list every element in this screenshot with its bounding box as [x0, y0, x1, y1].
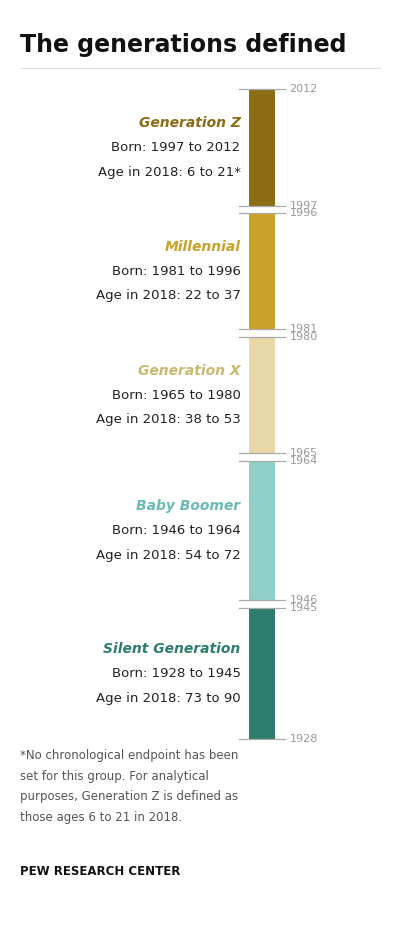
Text: Age in 2018: 22 to 37: Age in 2018: 22 to 37 — [96, 289, 241, 302]
Text: 2012: 2012 — [290, 85, 318, 94]
Text: Born: 1946 to 1964: Born: 1946 to 1964 — [112, 524, 241, 537]
Text: purposes, Generation Z is defined as: purposes, Generation Z is defined as — [20, 790, 238, 804]
Text: Generation X: Generation X — [138, 364, 241, 378]
Text: Born: 1965 to 1980: Born: 1965 to 1980 — [112, 389, 241, 401]
Text: 1981: 1981 — [290, 324, 318, 334]
Text: Baby Boomer: Baby Boomer — [136, 499, 241, 513]
Text: 1964: 1964 — [290, 456, 318, 466]
Text: Age in 2018: 54 to 72: Age in 2018: 54 to 72 — [96, 548, 241, 561]
Text: 1997: 1997 — [290, 201, 318, 211]
Text: PEW RESEARCH CENTER: PEW RESEARCH CENTER — [20, 865, 180, 878]
Text: Age in 2018: 6 to 21*: Age in 2018: 6 to 21* — [97, 166, 241, 179]
Text: 1980: 1980 — [290, 333, 318, 342]
Text: 1945: 1945 — [290, 603, 318, 613]
Text: The generations defined: The generations defined — [20, 33, 346, 57]
Text: 1928: 1928 — [290, 735, 318, 744]
Text: Generation Z: Generation Z — [139, 116, 241, 130]
Text: 1946: 1946 — [290, 595, 318, 605]
Text: set for this group. For analytical: set for this group. For analytical — [20, 770, 209, 783]
Text: Silent Generation: Silent Generation — [103, 642, 241, 657]
Text: Born: 1928 to 1945: Born: 1928 to 1945 — [111, 667, 241, 680]
Text: those ages 6 to 21 in 2018.: those ages 6 to 21 in 2018. — [20, 811, 182, 824]
Text: Millennial: Millennial — [164, 240, 241, 253]
Text: 1965: 1965 — [290, 448, 318, 458]
Text: 1996: 1996 — [290, 208, 318, 219]
Text: Age in 2018: 38 to 53: Age in 2018: 38 to 53 — [96, 414, 241, 426]
Text: Born: 1981 to 1996: Born: 1981 to 1996 — [112, 265, 241, 278]
Text: Age in 2018: 73 to 90: Age in 2018: 73 to 90 — [96, 691, 241, 705]
Text: *No chronological endpoint has been: *No chronological endpoint has been — [20, 749, 239, 762]
Text: Born: 1997 to 2012: Born: 1997 to 2012 — [111, 141, 241, 154]
